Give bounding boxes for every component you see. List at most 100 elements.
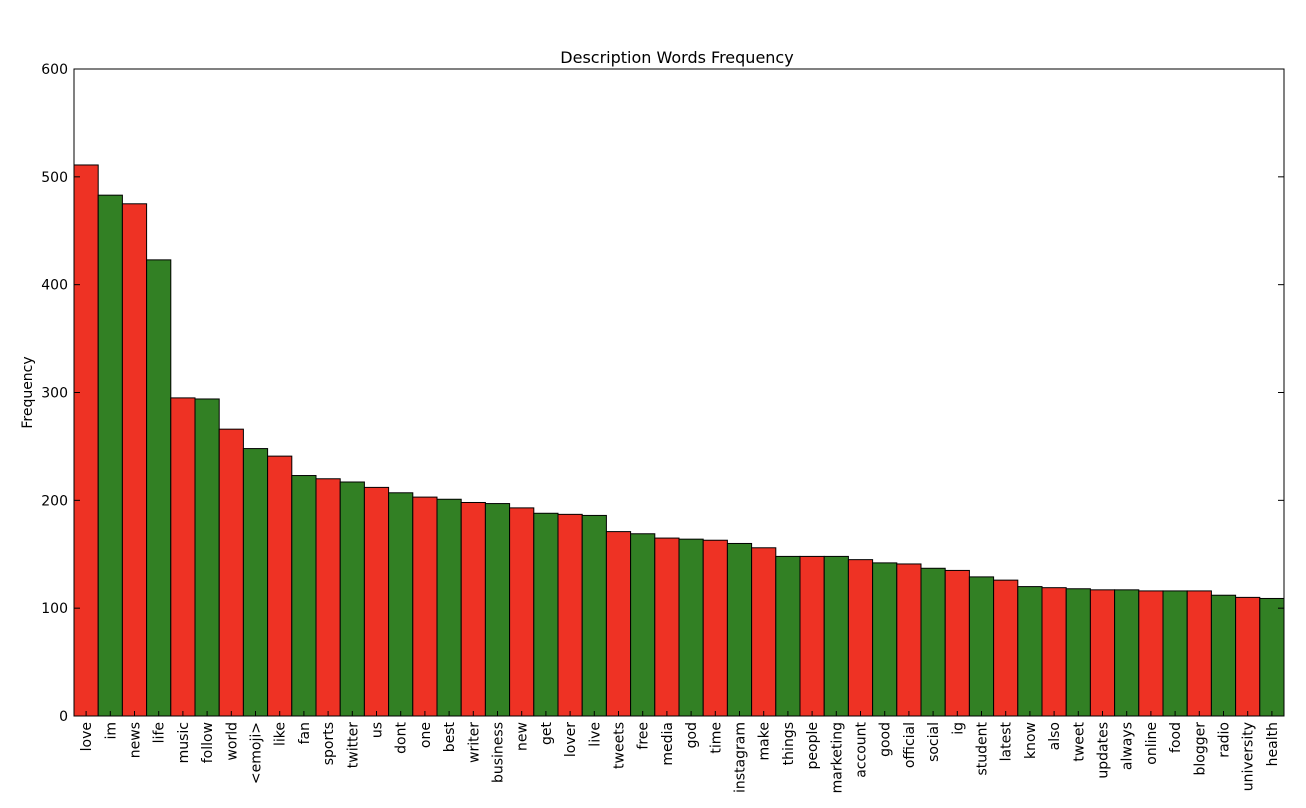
x-tick-label: people bbox=[805, 722, 821, 769]
x-tick-label: one bbox=[418, 722, 434, 748]
x-tick-label: im bbox=[103, 722, 119, 740]
bar-tweets bbox=[605, 531, 632, 717]
y-tick-label: 400 bbox=[41, 278, 68, 294]
x-tick-label: dont bbox=[394, 722, 410, 754]
x-tick-label: things bbox=[781, 722, 797, 765]
bar-sports bbox=[315, 478, 341, 717]
x-tick-label: god bbox=[684, 722, 700, 748]
x-tick-label: twitter bbox=[345, 722, 361, 768]
x-tick-label: marketing bbox=[829, 722, 845, 793]
x-tick-label: official bbox=[902, 722, 918, 768]
bar-always bbox=[1114, 589, 1140, 717]
bar-instagram bbox=[726, 542, 753, 717]
bar-like bbox=[267, 455, 293, 717]
x-tick-label: updates bbox=[1096, 722, 1112, 779]
x-tick-label: university bbox=[1241, 722, 1257, 791]
bar-marketing bbox=[823, 555, 849, 717]
x-tick-label: account bbox=[854, 721, 870, 777]
bar-updates bbox=[1089, 589, 1116, 717]
bar-life bbox=[146, 259, 172, 717]
x-tick-label: tweets bbox=[612, 722, 628, 769]
x-tick-label: radio bbox=[1217, 722, 1233, 758]
bar-tweet bbox=[1065, 588, 1091, 717]
x-tick-label: time bbox=[708, 722, 724, 754]
x-tick-label: life bbox=[152, 722, 168, 743]
bar-twitter bbox=[339, 481, 365, 717]
x-tick-label: student bbox=[975, 722, 991, 776]
x-tick-label: ig bbox=[950, 722, 966, 735]
x-tick-label: blogger bbox=[1192, 722, 1208, 776]
y-tick-label: 500 bbox=[41, 170, 68, 186]
bar-im bbox=[97, 194, 123, 717]
y-tick-label: 600 bbox=[41, 62, 68, 78]
y-tick-label: 0 bbox=[59, 709, 68, 725]
bar-know bbox=[1017, 586, 1043, 717]
bar-things bbox=[775, 555, 801, 717]
y-tick-label: 200 bbox=[41, 493, 68, 509]
x-axis-category-labels: love im news life music follow world <emoji> lik… bbox=[79, 711, 1281, 793]
x-tick-label: love bbox=[79, 722, 95, 751]
bar-student bbox=[968, 576, 995, 717]
bar-business bbox=[484, 503, 511, 717]
x-tick-label: good bbox=[878, 722, 894, 757]
x-tick-label: latest bbox=[999, 721, 1015, 761]
bars-group bbox=[73, 164, 1285, 717]
bar-online bbox=[1138, 590, 1164, 717]
x-tick-label: always bbox=[1120, 722, 1136, 770]
x-tick-label: news bbox=[128, 722, 144, 758]
x-tick-label: business bbox=[491, 722, 507, 783]
bar-social bbox=[920, 567, 946, 717]
chart-title: Description Words Frequency bbox=[560, 48, 793, 67]
x-tick-label: us bbox=[370, 722, 386, 738]
x-tick-label: world bbox=[224, 722, 240, 761]
bar-world bbox=[218, 428, 244, 717]
bar-fan bbox=[291, 475, 317, 717]
bar-official bbox=[896, 563, 922, 717]
bar-media bbox=[654, 537, 680, 717]
bar-news bbox=[121, 203, 148, 717]
bar-us bbox=[363, 486, 390, 717]
plot-frame bbox=[73, 68, 1285, 717]
x-tick-label: get bbox=[539, 722, 555, 746]
x-tick-label: follow bbox=[200, 722, 216, 763]
y-tick-label: 100 bbox=[41, 601, 68, 617]
bar-live bbox=[581, 514, 607, 717]
y-tick-label: 300 bbox=[41, 386, 68, 402]
bar-latest bbox=[993, 579, 1019, 717]
bar-make bbox=[751, 547, 777, 717]
bar-blogger bbox=[1186, 590, 1212, 717]
bar-food bbox=[1162, 590, 1188, 717]
bar-university bbox=[1235, 596, 1261, 717]
bar-new bbox=[509, 507, 535, 717]
bar-free bbox=[630, 533, 656, 717]
bar-also bbox=[1041, 587, 1067, 717]
bar-emoji bbox=[242, 448, 269, 717]
x-tick-label: fan bbox=[297, 722, 313, 744]
x-tick-label: make bbox=[757, 722, 773, 760]
x-tick-label: instagram bbox=[733, 722, 749, 793]
bar-ig bbox=[944, 569, 970, 717]
x-tick-label: live bbox=[587, 722, 603, 747]
bar-good bbox=[872, 562, 898, 717]
x-tick-label: sports bbox=[321, 722, 337, 765]
bar-time bbox=[702, 539, 728, 717]
bar-people bbox=[799, 555, 825, 717]
x-tick-label: health bbox=[1265, 722, 1281, 766]
x-tick-label: tweet bbox=[1071, 721, 1087, 761]
bar-radio bbox=[1210, 594, 1237, 717]
bar-writer bbox=[460, 501, 486, 717]
x-tick-label: know bbox=[1023, 722, 1039, 759]
bar-account bbox=[847, 559, 874, 717]
x-tick-label: music bbox=[176, 722, 192, 763]
bar-health bbox=[1259, 597, 1285, 717]
x-tick-label: online bbox=[1144, 722, 1160, 765]
x-tick-label: writer bbox=[466, 722, 482, 763]
x-tick-label: social bbox=[926, 722, 942, 762]
x-tick-label: lover bbox=[563, 722, 579, 757]
bar-dont bbox=[388, 492, 414, 717]
x-tick-label: food bbox=[1168, 722, 1184, 753]
x-tick-label: also bbox=[1047, 722, 1063, 750]
bar-get bbox=[533, 512, 559, 717]
x-tick-label: like bbox=[273, 722, 289, 746]
